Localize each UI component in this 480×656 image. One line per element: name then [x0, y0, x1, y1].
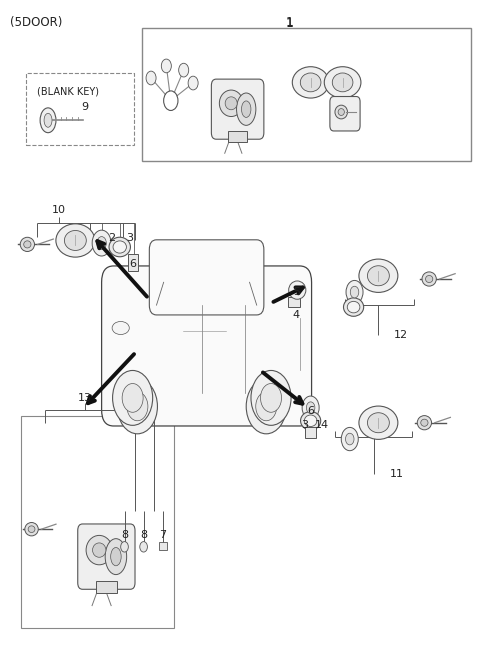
Ellipse shape [292, 67, 329, 98]
Text: 4: 4 [293, 310, 300, 320]
Text: 11: 11 [390, 468, 404, 479]
Ellipse shape [304, 415, 317, 426]
Ellipse shape [324, 67, 361, 98]
Ellipse shape [421, 419, 428, 426]
Text: 12: 12 [394, 329, 408, 340]
Text: 14: 14 [315, 420, 329, 430]
Bar [228, 131, 247, 142]
Ellipse shape [64, 230, 86, 251]
Circle shape [120, 542, 128, 552]
Circle shape [140, 542, 147, 552]
Text: 6: 6 [307, 406, 314, 416]
Ellipse shape [56, 224, 95, 257]
Bar [142, 28, 471, 161]
Ellipse shape [25, 522, 38, 536]
Circle shape [117, 379, 157, 434]
Ellipse shape [109, 237, 131, 256]
Circle shape [350, 286, 359, 298]
Ellipse shape [225, 97, 237, 110]
Text: (BLANK KEY): (BLANK KEY) [37, 87, 99, 96]
Bar [22, 416, 174, 628]
Ellipse shape [368, 266, 389, 286]
Ellipse shape [359, 406, 398, 440]
Ellipse shape [422, 272, 436, 286]
Ellipse shape [368, 413, 389, 433]
Circle shape [92, 230, 111, 256]
Bar [159, 543, 167, 550]
Ellipse shape [86, 535, 112, 565]
Circle shape [346, 433, 354, 445]
Text: (5DOOR): (5DOOR) [10, 16, 62, 29]
Text: 10: 10 [52, 205, 66, 215]
Circle shape [251, 371, 291, 425]
Text: 5: 5 [293, 287, 300, 297]
Text: 8: 8 [121, 530, 128, 540]
FancyBboxPatch shape [149, 240, 264, 315]
Ellipse shape [113, 241, 126, 253]
Text: 9: 9 [81, 102, 88, 112]
Ellipse shape [237, 93, 256, 125]
Ellipse shape [359, 259, 398, 293]
Ellipse shape [335, 105, 348, 119]
Circle shape [161, 59, 171, 73]
Text: 8: 8 [140, 530, 147, 540]
Text: 7: 7 [159, 530, 166, 540]
Ellipse shape [93, 543, 106, 558]
FancyBboxPatch shape [211, 79, 264, 139]
Ellipse shape [111, 548, 121, 565]
Ellipse shape [344, 298, 364, 316]
Bar [288, 297, 300, 307]
Circle shape [306, 402, 315, 413]
FancyBboxPatch shape [102, 266, 312, 426]
Text: 1: 1 [285, 16, 293, 29]
Circle shape [179, 63, 189, 77]
Ellipse shape [347, 301, 360, 313]
Circle shape [188, 76, 198, 90]
Ellipse shape [40, 108, 56, 133]
Circle shape [113, 371, 153, 425]
Circle shape [146, 71, 156, 85]
Text: 6: 6 [129, 259, 136, 269]
Ellipse shape [426, 276, 433, 283]
Circle shape [261, 384, 281, 412]
Text: 1: 1 [286, 17, 294, 30]
Text: 2: 2 [108, 233, 116, 243]
FancyBboxPatch shape [78, 524, 135, 589]
Circle shape [97, 237, 107, 249]
Ellipse shape [44, 113, 52, 127]
Ellipse shape [417, 416, 432, 430]
Ellipse shape [112, 321, 129, 335]
Ellipse shape [338, 109, 344, 115]
Ellipse shape [105, 539, 127, 575]
Circle shape [302, 396, 319, 419]
Bar [96, 581, 117, 592]
Ellipse shape [241, 101, 251, 117]
Text: 3: 3 [126, 233, 133, 243]
Circle shape [346, 280, 363, 304]
Bar [305, 427, 316, 438]
Bar [128, 254, 138, 270]
Text: 3: 3 [301, 420, 308, 430]
Circle shape [127, 392, 148, 420]
Ellipse shape [24, 241, 31, 248]
FancyBboxPatch shape [330, 96, 360, 131]
Ellipse shape [288, 281, 306, 299]
Bar [26, 73, 133, 145]
Ellipse shape [300, 73, 321, 92]
Ellipse shape [28, 526, 35, 533]
Text: 13: 13 [78, 393, 92, 403]
Ellipse shape [332, 73, 353, 92]
Circle shape [341, 428, 358, 451]
Circle shape [122, 384, 143, 412]
Ellipse shape [20, 237, 35, 251]
Circle shape [256, 392, 277, 420]
Ellipse shape [300, 411, 321, 430]
Circle shape [246, 379, 286, 434]
Ellipse shape [219, 90, 243, 117]
